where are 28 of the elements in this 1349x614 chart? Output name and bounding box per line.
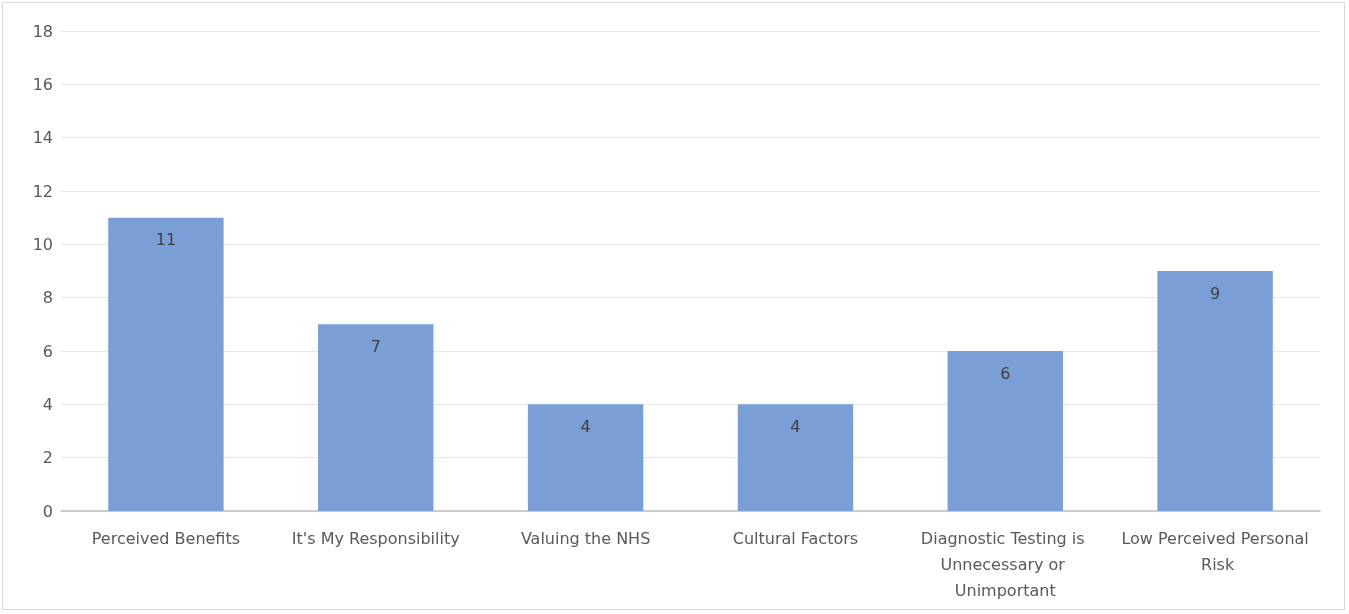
- y-tick-label: 6: [42, 341, 53, 361]
- data-label: 4: [580, 416, 591, 436]
- data-label: 4: [790, 416, 801, 436]
- data-label: 9: [1209, 283, 1221, 303]
- y-tick-label: 10: [32, 234, 53, 254]
- data-label: 6: [1000, 363, 1011, 383]
- y-tick-label: 2: [42, 448, 53, 468]
- y-tick-label: 16: [32, 74, 53, 94]
- bar: [737, 404, 854, 511]
- y-tick-label: 14: [32, 128, 53, 148]
- x-tick-label: Low Perceived Personal Risk: [1121, 528, 1309, 574]
- x-tick-label: Diagnostic Testing is Unnecessary or Unimportant: [920, 528, 1090, 600]
- data-label: 7: [370, 336, 381, 356]
- y-tick-label: 18: [32, 21, 53, 41]
- y-tick-label: 12: [32, 181, 53, 201]
- x-tick-label: Perceived Benefits: [91, 528, 241, 548]
- y-tick-label: 4: [42, 394, 53, 414]
- data-label: 11: [155, 230, 177, 250]
- bar: [527, 404, 644, 511]
- x-tick-label: Cultural Factors: [732, 528, 859, 548]
- y-tick-label: 8: [42, 288, 53, 308]
- x-tick-label: It's My Responsibility: [291, 528, 460, 548]
- y-tick-label: 0: [42, 501, 53, 521]
- bar: [318, 324, 434, 511]
- bar: [947, 351, 1063, 511]
- x-tick-label: Valuing the NHS: [520, 528, 651, 548]
- bar: [1157, 271, 1273, 511]
- bar: [108, 217, 224, 511]
